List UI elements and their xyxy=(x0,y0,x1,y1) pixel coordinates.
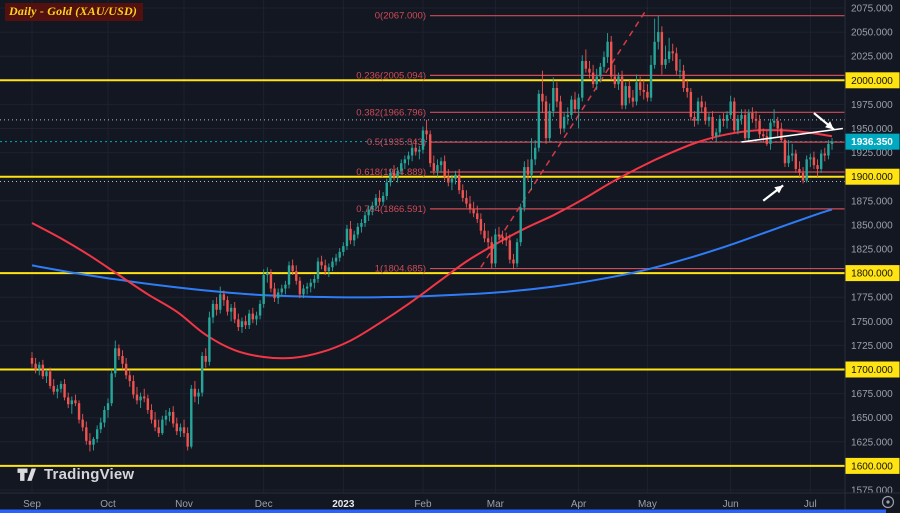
yellow-level-badge xyxy=(845,168,900,185)
fib-label: 0.5(1935.843) xyxy=(367,137,426,148)
time-tick-label: Jun xyxy=(723,499,739,510)
price-tick-label: 1825.000 xyxy=(851,245,893,256)
price-tick-label: 1675.000 xyxy=(851,389,893,400)
last-price-badge xyxy=(845,133,900,150)
price-tick-label: 1650.000 xyxy=(851,413,893,424)
tradingview-logo-icon xyxy=(17,468,36,481)
price-tick-label: 1750.000 xyxy=(851,317,893,328)
price-tick-label: 1950.000 xyxy=(851,124,893,135)
arrow-head xyxy=(825,121,834,130)
tradingview-wordmark: TradingView xyxy=(44,466,135,483)
price-tick-label: 1575.000 xyxy=(851,486,893,497)
time-axis-progress-bar xyxy=(0,509,886,513)
candles-layer xyxy=(30,15,834,452)
yellow-level-badge xyxy=(845,457,900,474)
scroll-to-realtime-dot xyxy=(886,500,890,504)
ma-slow-line xyxy=(31,208,833,299)
yellow-level-badge xyxy=(845,72,900,89)
chart-title-text: Daily - Gold (XAU/USD) xyxy=(9,4,138,18)
time-tick-label: May xyxy=(638,499,657,510)
scroll-to-realtime-icon[interactable] xyxy=(881,495,895,509)
yellow-level-lines xyxy=(0,79,845,467)
price-tick-label: 1975.000 xyxy=(851,100,893,111)
fib-label: 0.618(1904.889) xyxy=(356,167,426,178)
price-tick-label: 2075.000 xyxy=(851,4,893,15)
fib-label: 0.236(2005.094) xyxy=(356,70,426,81)
last-price-badge-label: 1936.350 xyxy=(851,137,893,148)
ma-fast-line xyxy=(31,129,833,360)
price-tick-label: 1850.000 xyxy=(851,220,893,231)
fibonacci-retracement[interactable]: 0(2067.000) 0.236(2005.094) 0.382(1966.796… xyxy=(356,11,845,275)
fib-label: 1(1804.685) xyxy=(375,264,426,275)
tradingview-watermark[interactable]: TradingView xyxy=(16,464,134,485)
time-tick-label: Jul xyxy=(804,499,817,510)
yellow-level-badge-label: 1600.000 xyxy=(851,461,893,472)
price-axis[interactable]: 1575.000 1625.000 1650.000 1675.000 1725.000… xyxy=(845,4,900,497)
yellow-level-badge-label: 1900.000 xyxy=(851,172,893,183)
price-tick-label: 2050.000 xyxy=(851,28,893,39)
price-tick-label: 1875.000 xyxy=(851,196,893,207)
arrow-head xyxy=(774,185,784,194)
time-tick-label: Dec xyxy=(255,499,273,510)
price-tick-label: 1625.000 xyxy=(851,437,893,448)
yellow-level-badge-label: 1700.000 xyxy=(851,365,893,376)
fib-label: 0.764(1866.591) xyxy=(356,204,426,215)
time-tick-label: Mar xyxy=(487,499,505,510)
white-trendline[interactable] xyxy=(741,127,843,143)
fib-label: 0.382(1966.796) xyxy=(356,107,426,118)
chart-title: Daily - Gold (XAU/USD) xyxy=(5,3,144,21)
price-tick-label: 1925.000 xyxy=(851,148,893,159)
price-tick-label: 1775.000 xyxy=(851,293,893,304)
yellow-level-badge xyxy=(845,361,900,378)
price-tick-label: 2025.000 xyxy=(851,52,893,63)
yellow-level-badge-label: 1800.000 xyxy=(851,269,893,280)
time-tick-label: Sep xyxy=(23,499,41,510)
time-tick-label: Nov xyxy=(175,499,193,510)
yellow-level-badge xyxy=(845,265,900,282)
time-tick-label: Apr xyxy=(571,499,587,510)
fib-label: 0(2067.000) xyxy=(375,11,426,22)
price-tick-label: 1725.000 xyxy=(851,341,893,352)
yellow-level-badge-label: 2000.000 xyxy=(851,76,893,87)
time-tick-label: 2023 xyxy=(332,499,355,510)
annotation-arrows[interactable] xyxy=(762,112,835,202)
time-tick-label: Oct xyxy=(100,499,116,510)
time-axis[interactable]: Sep Oct Nov Dec 2023 Feb Mar Apr May Jun Jul xyxy=(0,492,900,513)
time-tick-label: Feb xyxy=(414,499,432,510)
dashed-trendline[interactable] xyxy=(480,7,649,268)
